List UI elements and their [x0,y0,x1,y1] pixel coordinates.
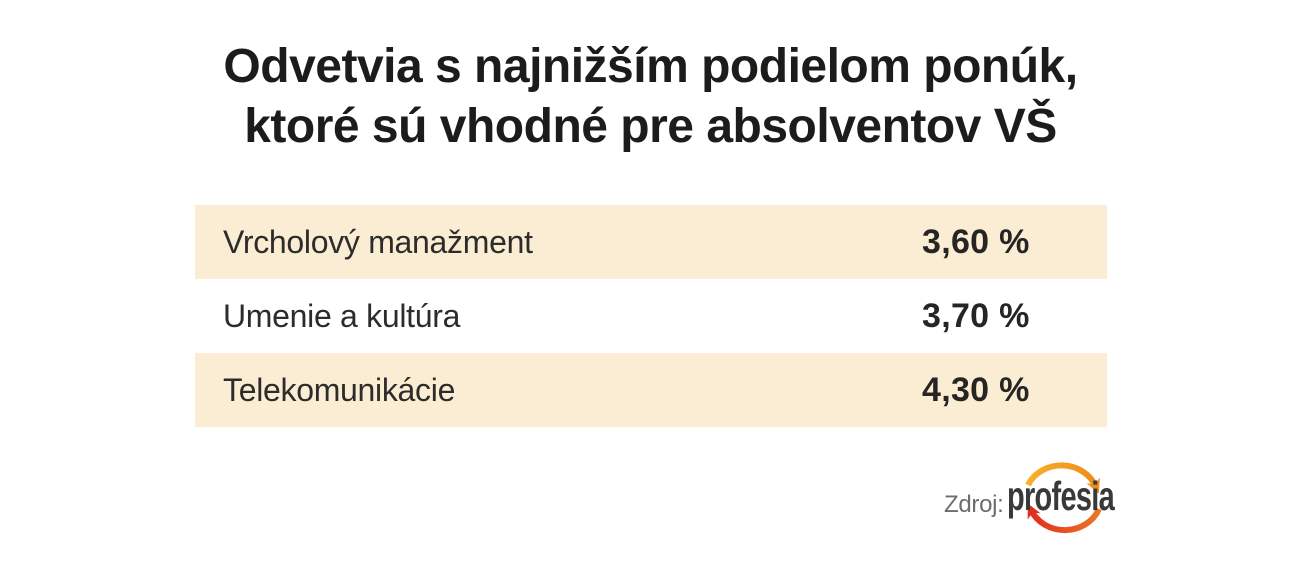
industry-label: Umenie a kultúra [223,297,461,334]
industries-table: Vrcholový manažment 3,60 % Umenie a kult… [195,205,1107,427]
logo-swoosh-arcs [1025,462,1102,534]
industry-label: Telekomunikácie [223,371,456,408]
profesia-logo: profesia [1007,462,1117,534]
industry-value: 3,60 % [922,222,1030,261]
logo-arc-top [1025,462,1100,494]
table-row: Vrcholový manažment 3,60 % [195,205,1107,279]
table-row: Telekomunikácie 4,30 % [195,353,1107,427]
logo-wordmark: profesia [1007,473,1116,519]
industry-label: Vrcholový manažment [223,223,533,260]
table-row: Umenie a kultúra 3,70 % [195,279,1107,353]
page-title: Odvetvia s najnižším podielom ponúk, ktor… [0,37,1301,157]
source-label: Zdroj: [944,491,1004,518]
page-title-line2: ktoré sú vhodné pre absolventov VŠ [244,100,1057,153]
logo-arc-bottom [1027,503,1102,534]
page-title-line1: Odvetvia s najnižším podielom ponúk, [223,40,1078,93]
industry-value: 3,70 % [922,296,1030,335]
industry-value: 4,30 % [922,370,1030,409]
